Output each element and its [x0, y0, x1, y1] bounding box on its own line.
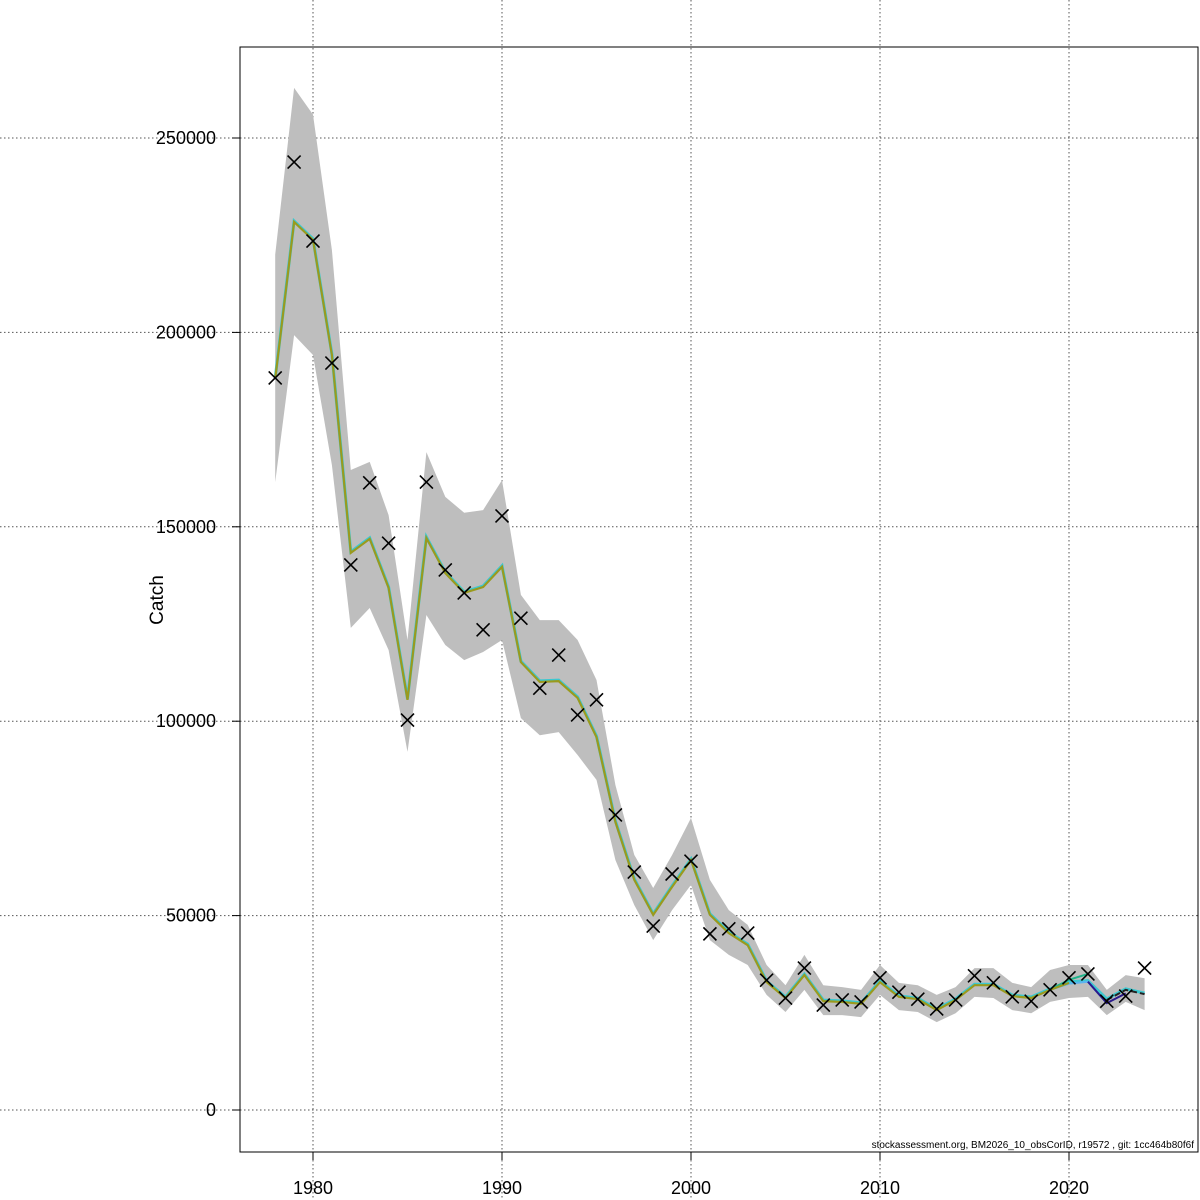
observed-point: [400, 712, 415, 728]
y-tick-label: 100000: [156, 711, 216, 731]
observed-point: [929, 1001, 944, 1016]
observed-point: [759, 973, 774, 988]
latest-fit-line: [1106, 988, 1145, 1001]
observed-point: [268, 370, 283, 385]
y-tick-label: 250000: [156, 128, 216, 148]
observed-point: [419, 475, 434, 490]
observed-point: [381, 536, 396, 551]
x-tick-label: 2000: [671, 1178, 711, 1198]
observed-point: [891, 985, 906, 1000]
observed-point: [1061, 970, 1077, 985]
observed-point: [948, 992, 963, 1008]
observed-point: [494, 508, 510, 523]
observed-point: [551, 648, 566, 663]
observed-point: [362, 475, 377, 490]
observed-point: [287, 155, 302, 170]
confidence-band-area: [275, 87, 1145, 1023]
y-tick-label: 200000: [156, 322, 216, 342]
observed-point: [910, 992, 925, 1007]
observed-point: [665, 866, 680, 882]
y-axis: 0 50000 100000 150000 200000 250000: [156, 128, 240, 1120]
y-tick-label: 50000: [166, 906, 216, 926]
observed-point: [816, 997, 831, 1013]
x-tick-label: 2020: [1049, 1178, 1089, 1198]
observed-points: [268, 155, 1152, 1016]
observed-point: [343, 557, 358, 572]
observed-point: [438, 562, 453, 578]
observed-point: [324, 356, 339, 371]
observed-point: [1118, 989, 1133, 1004]
retro-peel-line: [1087, 981, 1127, 1005]
observed-point: [797, 961, 812, 976]
x-tick-label: 1990: [482, 1178, 522, 1198]
observed-point: [702, 926, 717, 941]
observed-point: [1005, 989, 1020, 1004]
plot-frame: [239, 46, 1199, 1153]
x-axis: 1980 1990 2000 2010 2020: [293, 1152, 1089, 1198]
observed-point: [1024, 994, 1039, 1009]
fit-line: [274, 219, 1070, 1012]
observed-point: [967, 968, 982, 983]
y-tick-label: 0: [206, 1100, 216, 1120]
observed-point: [1080, 966, 1095, 981]
observed-point: [1043, 982, 1058, 997]
confidence-band: [275, 87, 1145, 1023]
observed-point: [589, 692, 604, 707]
observed-point: [532, 681, 547, 696]
observed-point: [740, 926, 755, 941]
observed-point: [1099, 994, 1114, 1009]
observed-point: [778, 990, 793, 1006]
y-axis-label: Catch: [147, 575, 168, 625]
retro-peel-line: [1049, 972, 1089, 991]
footer-credit: stockassessment.org, BM2026_10_obsCorID,…: [872, 1140, 1195, 1151]
y-tick-label: 150000: [156, 517, 216, 537]
observed-point: [854, 994, 869, 1009]
observed-point: [986, 975, 1001, 990]
observed-point: [513, 611, 528, 626]
observed-point: [872, 970, 888, 985]
observed-point: [1137, 961, 1152, 976]
observed-point: [683, 854, 699, 869]
fit-lines: [273, 217, 1145, 1012]
observed-point: [305, 233, 321, 249]
observed-point: [646, 919, 661, 934]
observed-point: [835, 992, 850, 1008]
observed-point: [608, 807, 623, 822]
observed-point: [627, 864, 642, 880]
observed-point: [476, 622, 491, 637]
observed-point: [570, 707, 585, 723]
x-tick-label: 1980: [293, 1178, 333, 1198]
observed-point: [457, 585, 472, 600]
x-tick-label: 2010: [860, 1178, 900, 1198]
observed-point: [721, 921, 736, 936]
